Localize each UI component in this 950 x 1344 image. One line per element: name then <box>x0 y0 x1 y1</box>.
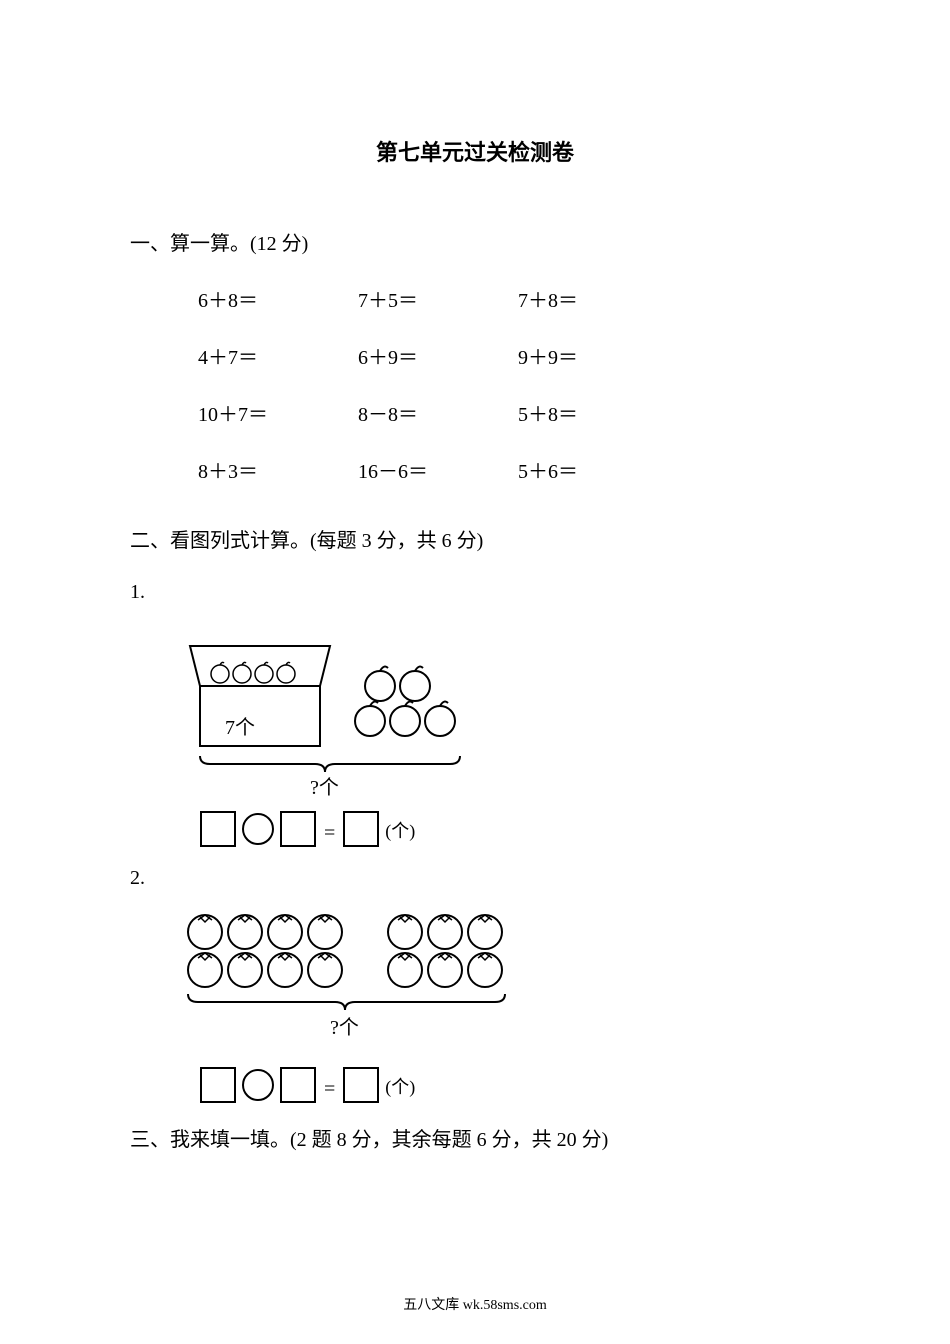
section-3-header: 三、我来填一填。(2 题 8 分，其余每题 6 分，共 20 分) <box>130 1123 820 1152</box>
page-title: 第七单元过关检测卷 <box>130 135 820 167</box>
figure-2: ?个 <box>130 902 820 1057</box>
brace-label-2: ?个 <box>330 1016 359 1039</box>
equation-1: = (个) <box>130 811 820 847</box>
calc-cell: 10＋7＝ <box>198 398 358 427</box>
blank-box[interactable] <box>200 811 236 847</box>
brace-label-1: ?个 <box>310 776 339 796</box>
calc-cell: 9＋9＝ <box>518 341 678 370</box>
unit-label: (个) <box>385 1073 415 1099</box>
tomato-group-left <box>188 915 342 987</box>
calc-cell: 7＋5＝ <box>358 284 518 313</box>
calc-cell: 16－6＝ <box>358 455 518 484</box>
calc-grid: 6＋8＝ 7＋5＝ 7＋8＝ 4＋7＝ 6＋9＝ 9＋9＝ 10＋7＝ 8－8＝… <box>130 284 820 484</box>
calc-row-3: 10＋7＝ 8－8＝ 5＋8＝ <box>198 398 820 427</box>
blank-operator[interactable] <box>242 1069 274 1101</box>
unit-label: (个) <box>385 817 415 843</box>
calc-row-1: 6＋8＝ 7＋5＝ 7＋8＝ <box>198 284 820 313</box>
equals-sign: = <box>322 1078 337 1101</box>
calc-cell: 5＋6＝ <box>518 455 678 484</box>
blank-box[interactable] <box>343 811 379 847</box>
question-number-1: 1. <box>130 581 820 604</box>
calc-cell: 6＋9＝ <box>358 341 518 370</box>
page-footer: 五八文库 wk.58sms.com <box>0 1294 950 1314</box>
question-number-2: 2. <box>130 867 820 890</box>
calc-cell: 5＋8＝ <box>518 398 678 427</box>
equation-2: = (个) <box>130 1067 820 1103</box>
blank-box[interactable] <box>280 1067 316 1103</box>
calc-cell: 4＋7＝ <box>198 341 358 370</box>
equals-sign: = <box>322 822 337 845</box>
blank-box[interactable] <box>280 811 316 847</box>
box-label: 7个 <box>225 716 255 739</box>
calc-row-2: 4＋7＝ 6＋9＝ 9＋9＝ <box>198 341 820 370</box>
calc-cell: 8＋3＝ <box>198 455 358 484</box>
calc-cell: 7＋8＝ <box>518 284 678 313</box>
figure-1-svg: 7个 ?个 <box>170 616 490 796</box>
section-1-header: 一、算一算。(12 分) <box>130 227 820 256</box>
calc-cell: 6＋8＝ <box>198 284 358 313</box>
blank-box[interactable] <box>200 1067 236 1103</box>
tomato-group-right <box>388 915 502 987</box>
blank-box[interactable] <box>343 1067 379 1103</box>
calc-cell: 8－8＝ <box>358 398 518 427</box>
section-2-header: 二、看图列式计算。(每题 3 分，共 6 分) <box>130 524 820 553</box>
calc-row-4: 8＋3＝ 16－6＝ 5＋6＝ <box>198 455 820 484</box>
blank-operator[interactable] <box>242 813 274 845</box>
figure-2-svg: ?个 <box>170 902 570 1052</box>
figure-1: 7个 ?个 <box>130 616 820 801</box>
